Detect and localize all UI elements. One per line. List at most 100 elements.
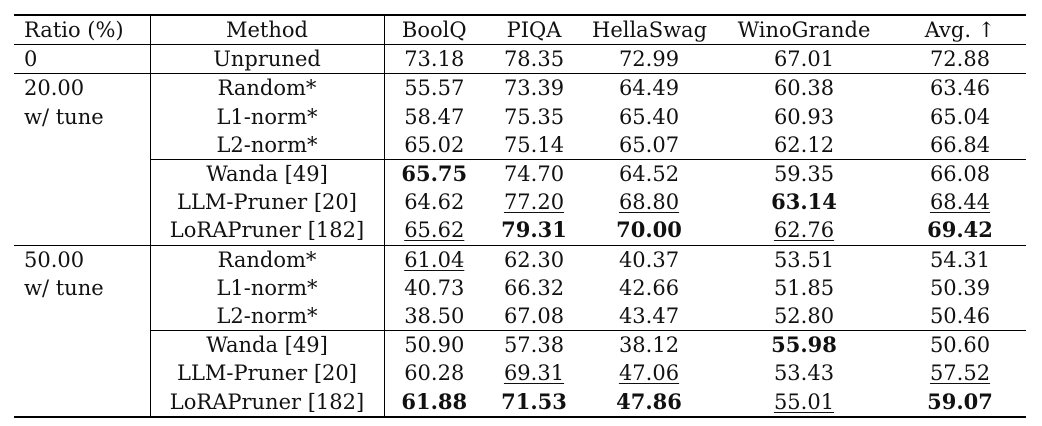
value-text: 61.04	[404, 247, 465, 272]
ratio-cell	[14, 216, 151, 245]
value-cell: 58.47	[384, 103, 484, 131]
value-text: 73.39	[503, 76, 565, 101]
table-row: Wanda [49] 65.75 74.70 64.52 59.35 66.08	[14, 158, 1026, 189]
value-cell: 47.86	[584, 387, 714, 416]
value-cell: 47.06	[584, 359, 714, 387]
value-cell: 70.00	[584, 216, 714, 245]
value-cell: 72.99	[618, 47, 680, 72]
value-cell: 42.66	[584, 274, 714, 302]
value-text: 70.00	[616, 217, 682, 243]
value-text: 71.53	[501, 388, 567, 414]
table-row: L2-norm* 38.50 67.08 43.47 52.80 50.46	[14, 301, 1026, 331]
value-cell: 53.43	[714, 359, 894, 387]
value-text: 77.20	[503, 190, 565, 215]
value-text: 50.90	[404, 333, 465, 358]
value-text: 59.35	[773, 162, 835, 187]
value-cell: 43.47	[584, 302, 714, 331]
value-cell: 63.46	[894, 74, 1026, 103]
value-cell: 69.31	[484, 359, 584, 387]
value-text: 43.47	[618, 303, 680, 328]
value-cell: 63.14	[714, 188, 894, 216]
value-cell: 60.38	[714, 74, 894, 103]
value-cell: 61.04	[384, 245, 484, 274]
table-row: LLM-Pruner [20] 64.62 77.20 68.80 63.14 68.44	[14, 188, 1026, 217]
value-text: 66.32	[503, 275, 565, 300]
value-text: 65.75	[401, 161, 468, 187]
value-cell: 65.40	[584, 103, 714, 131]
method-cell: Wanda [49]	[150, 158, 385, 189]
value-text: 66.08	[929, 162, 991, 187]
value-cell: 40.73	[384, 274, 484, 302]
value-cell: 65.02	[384, 131, 484, 160]
baseline-group: 0 Unpruned 73.18 78.35 72.99 67.01 72.88	[14, 44, 1026, 74]
value-cell: 66.84	[894, 131, 1026, 160]
value-text: 67.08	[503, 303, 565, 328]
value-text: 58.47	[404, 104, 465, 129]
value-text: 64.62	[404, 190, 465, 215]
value-cell: 62.12	[714, 131, 894, 160]
value-text: 62.30	[503, 247, 565, 272]
method-cell: L2-norm*	[150, 301, 385, 331]
method-cell: Random*	[150, 245, 385, 274]
value-text: 65.02	[404, 132, 465, 157]
ratio-cell	[14, 159, 151, 189]
value-cell: 64.62	[384, 188, 484, 216]
ratio-cell: 0	[14, 44, 151, 74]
ratio-group-20: 20.00 Random* 55.57 73.39 64.49 60.38 63.46 w/ …	[14, 73, 1026, 245]
value-cell: 50.60	[894, 330, 1026, 360]
value-cell: 59.35	[714, 158, 894, 189]
value-text: 53.43	[773, 361, 835, 386]
method-cell: LLM-Pruner [20]	[150, 188, 385, 217]
ratio-cell: 50.00	[14, 245, 151, 274]
header-row: Ratio (%) Method BoolQ PIQA HellaSwag Wi…	[14, 15, 1026, 45]
header-boolq: BoolQ	[401, 18, 467, 43]
header-hellaswag: HellaSwag	[592, 18, 708, 43]
value-text: 65.40	[618, 104, 680, 129]
value-text: 75.35	[503, 104, 565, 129]
value-cell: 75.14	[484, 131, 584, 160]
value-text: 53.51	[773, 247, 835, 272]
method-cell: LLM-Pruner [20]	[150, 359, 385, 388]
ratio-cell: w/ tune	[14, 273, 151, 302]
method-cell: Random*	[150, 73, 385, 103]
value-text: 42.66	[618, 275, 680, 300]
value-text: 61.88	[401, 388, 468, 414]
value-cell: 79.31	[484, 216, 584, 245]
value-cell: 68.80	[584, 188, 714, 216]
value-text: 64.52	[618, 162, 680, 187]
value-text: 69.31	[503, 361, 565, 386]
value-cell: 68.44	[894, 188, 1026, 216]
table-row: LoRAPruner [182] 65.62 79.31 70.00 62.76 69.4…	[14, 216, 1026, 245]
ratio-group-50: 50.00 Random* 61.04 62.30 40.37 53.51 54.31 w/ …	[14, 245, 1026, 417]
value-cell: 53.51	[714, 245, 894, 274]
value-cell: 67.01	[773, 47, 835, 72]
value-cell: 72.88	[929, 47, 991, 72]
method-cell: Unpruned	[150, 44, 385, 74]
value-cell: 67.08	[484, 302, 584, 331]
value-text: 55.98	[771, 332, 837, 358]
value-cell: 62.76	[714, 216, 894, 245]
value-text: 75.14	[503, 132, 565, 157]
value-text: 68.80	[618, 190, 680, 215]
value-text: 52.80	[773, 303, 835, 328]
value-cell: 38.12	[584, 330, 714, 360]
table-row: Wanda [49] 50.90 57.38 38.12 55.98 50.60	[14, 330, 1026, 360]
method-cell: LoRAPruner [182]	[150, 387, 385, 417]
table-row: LLM-Pruner [20] 60.28 69.31 47.06 53.43 57.52	[14, 359, 1026, 388]
value-text: 63.46	[929, 76, 991, 101]
value-text: 54.31	[929, 247, 991, 272]
value-text: 69.42	[927, 217, 993, 243]
value-text: 60.38	[773, 76, 835, 101]
value-cell: 50.46	[894, 302, 1026, 331]
header-method: Method	[150, 15, 385, 45]
value-cell: 75.35	[484, 103, 584, 131]
method-cell: Wanda [49]	[150, 330, 385, 360]
value-text: 64.49	[618, 76, 680, 101]
header-ratio: Ratio (%)	[14, 15, 151, 45]
ratio-cell	[14, 387, 151, 417]
value-text: 40.37	[618, 247, 680, 272]
value-cell: 55.98	[714, 330, 894, 360]
value-cell: 40.37	[584, 245, 714, 274]
value-text: 65.07	[618, 132, 680, 157]
value-text: 38.50	[404, 303, 465, 328]
